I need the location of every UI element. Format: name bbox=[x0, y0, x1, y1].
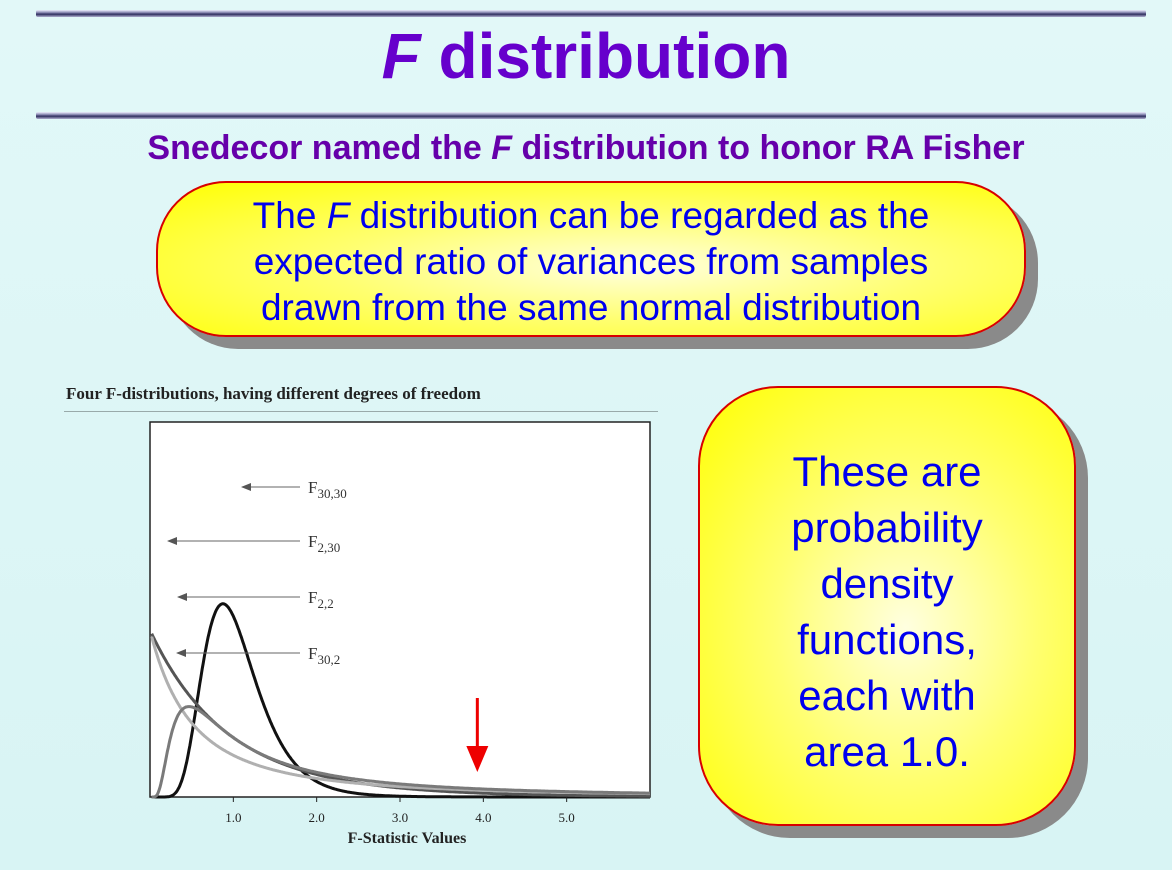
x-tick-label: 4.0 bbox=[475, 810, 491, 825]
callout2-line: area 1.0. bbox=[804, 728, 970, 775]
curve-f30-2 bbox=[151, 705, 650, 799]
callout1-pre: The bbox=[252, 195, 327, 236]
callout2-line: These are bbox=[792, 448, 982, 495]
page-title: F distribution bbox=[0, 24, 1172, 88]
pdf-callout: These are probability density functions, eac… bbox=[698, 386, 1076, 826]
subtitle-pre: Snedecor named the bbox=[147, 129, 492, 167]
x-tick-label: 2.0 bbox=[309, 810, 325, 825]
x-axis-label: F-Statistic Values bbox=[348, 830, 467, 847]
callout2-line: functions, bbox=[797, 616, 977, 663]
definition-callout: The F distribution can be regarded as th… bbox=[156, 181, 1026, 337]
top-rule bbox=[36, 10, 1146, 17]
subtitle-post: distribution to honor RA Fisher bbox=[512, 129, 1025, 167]
bottom-rule bbox=[36, 112, 1146, 119]
chart-title-divider bbox=[64, 411, 658, 412]
red-arrow bbox=[466, 698, 489, 772]
x-tick-label: 1.0 bbox=[225, 810, 241, 825]
x-tick-label: 3.0 bbox=[392, 810, 408, 825]
callout1-line2: expected ratio of variances from samples bbox=[253, 241, 929, 282]
plot-frame bbox=[149, 421, 651, 798]
curve-label: F2,2 bbox=[308, 588, 334, 611]
x-tick-label: 5.0 bbox=[559, 810, 575, 825]
chart-title: Four F-distributions, having different d… bbox=[66, 384, 481, 403]
subtitle: Snedecor named the F distribution to hon… bbox=[0, 129, 1172, 167]
curve-label: F2,30 bbox=[308, 532, 340, 555]
subtitle-italic-f: F bbox=[491, 129, 513, 167]
red-arrow-head bbox=[466, 746, 489, 772]
callout2-line: density bbox=[820, 560, 954, 607]
curve-label: F30,30 bbox=[308, 478, 347, 501]
title-text: distribution bbox=[420, 20, 791, 92]
callout2-line: probability bbox=[791, 504, 983, 551]
callout2-line: each with bbox=[798, 672, 976, 719]
callout1-line1: The F distribution can be regarded as th… bbox=[158, 193, 1024, 239]
curve-label: F30,2 bbox=[308, 644, 340, 667]
callout1-post: distribution can be regarded as the bbox=[349, 195, 930, 236]
callout1-italic-f: F bbox=[326, 195, 350, 236]
callout1-line3: drawn from the same normal distribution bbox=[260, 287, 922, 328]
title-italic-f: F bbox=[381, 20, 421, 92]
